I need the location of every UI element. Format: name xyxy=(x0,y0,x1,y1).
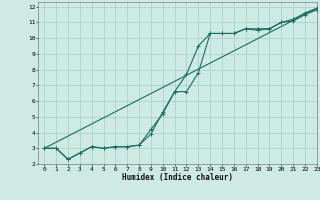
X-axis label: Humidex (Indice chaleur): Humidex (Indice chaleur) xyxy=(122,173,233,182)
